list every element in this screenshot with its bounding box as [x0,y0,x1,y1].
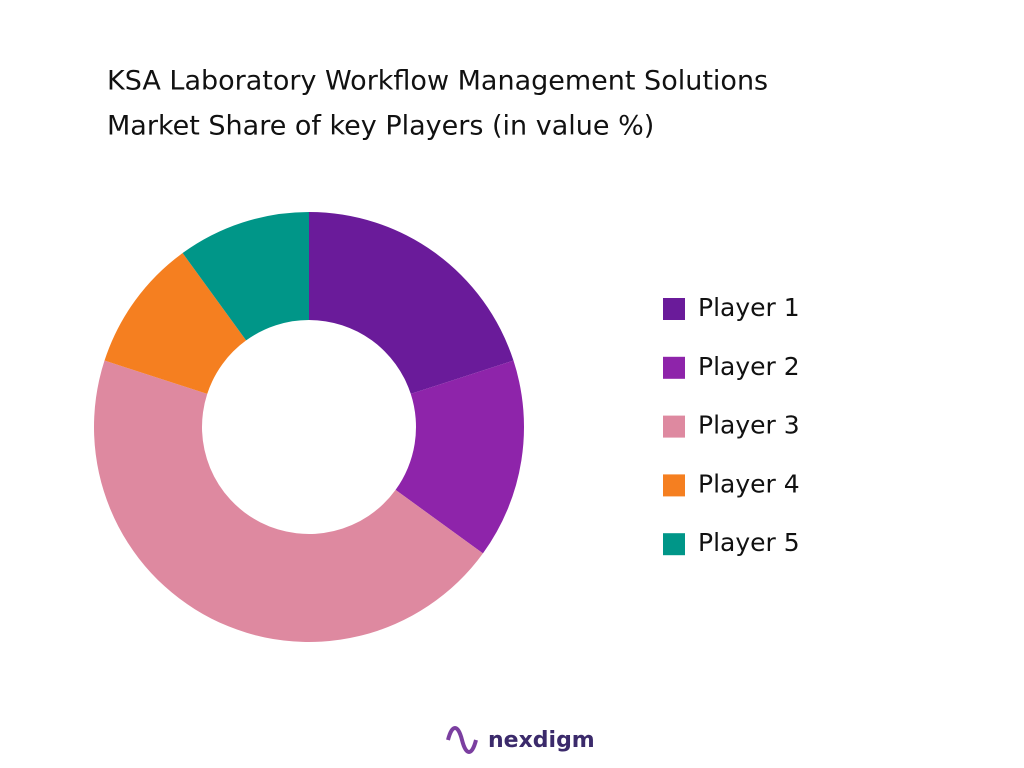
legend-swatch [663,474,685,497]
donut-slice [309,212,514,394]
legend-swatch [663,415,685,438]
donut-slice [104,253,247,394]
legend-swatch [663,298,685,320]
chart-title: Market Share of key Players (in value %) [107,111,654,142]
legend-label: Player 3 [698,411,800,440]
legend-swatch [663,533,685,556]
legend-label: Player 5 [698,528,800,557]
legend-label: Player 4 [698,469,800,498]
legend-swatch [663,356,685,379]
brand-name: nexdigm [488,728,595,753]
donut-slice [93,360,483,643]
chart-title: KSA Laboratory Workflow Management Solut… [107,66,768,97]
legend-label: Player 1 [698,293,800,322]
logo-icon [446,726,478,754]
donut-slice [182,212,309,341]
donut-slice [395,360,524,554]
legend-label: Player 2 [698,352,800,381]
